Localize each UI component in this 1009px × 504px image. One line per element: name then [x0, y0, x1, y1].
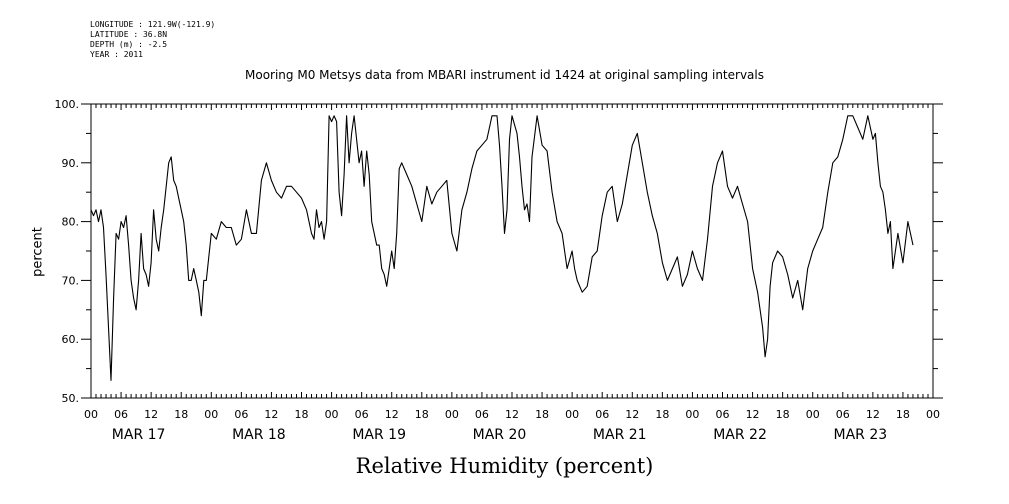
humidity-series-line — [90, 115, 914, 381]
year-text: YEAR : 2011 — [90, 50, 143, 59]
y-tick-label: 100. — [55, 98, 80, 111]
y-axis-label: percent — [30, 227, 46, 277]
x-hour-tick-label: 00 — [806, 408, 820, 421]
x-hour-tick-label: 12 — [505, 408, 519, 421]
x-hour-tick-label: 00 — [685, 408, 699, 421]
x-hour-tick-label: 00 — [84, 408, 98, 421]
x-hour-tick-label: 06 — [234, 408, 248, 421]
y-tick-label: 70. — [62, 274, 80, 287]
x-axis-label: Relative Humidity (percent) — [355, 454, 654, 478]
x-hour-tick-label: 00 — [926, 408, 940, 421]
x-hour-tick-label: 00 — [445, 408, 459, 421]
depth-text: DEPTH (m) : -2.5 — [90, 40, 168, 49]
x-hour-tick-label: 12 — [385, 408, 399, 421]
y-tick-label: 60. — [62, 333, 80, 346]
x-day-label: MAR 22 — [713, 427, 767, 443]
latitude-text: LATITUDE : 36.8N — [90, 30, 168, 39]
y-tick-label: 50. — [62, 392, 80, 405]
x-hour-tick-label: 06 — [114, 408, 128, 421]
x-day-label: MAR 21 — [593, 427, 647, 443]
x-hour-tick-label: 12 — [625, 408, 639, 421]
metadata-header: LONGITUDE : 121.9W(-121.9) LATITUDE : 36… — [90, 20, 215, 60]
chart-title: Mooring M0 Metsys data from MBARI instru… — [245, 68, 764, 82]
x-hour-tick-label: 18 — [174, 408, 188, 421]
x-hour-tick-label: 06 — [355, 408, 369, 421]
y-tick-label: 80. — [62, 216, 80, 229]
x-hour-tick-label: 06 — [475, 408, 489, 421]
x-day-label: MAR 19 — [352, 427, 406, 443]
x-hour-tick-label: 18 — [415, 408, 429, 421]
x-hour-tick-label: 18 — [896, 408, 910, 421]
x-day-label: MAR 20 — [473, 427, 527, 443]
x-hour-tick-label: 18 — [295, 408, 309, 421]
x-day-label: MAR 23 — [833, 427, 887, 443]
x-hour-tick-label: 00 — [325, 408, 339, 421]
x-hour-tick-label: 06 — [836, 408, 850, 421]
x-hour-tick-label: 18 — [535, 408, 549, 421]
x-hour-tick-label: 12 — [144, 408, 158, 421]
x-hour-tick-label: 00 — [204, 408, 218, 421]
x-hour-tick-label: 12 — [264, 408, 278, 421]
x-hour-tick-label: 18 — [776, 408, 790, 421]
x-day-label: MAR 17 — [112, 427, 166, 443]
x-hour-tick-label: 12 — [746, 408, 760, 421]
x-hour-tick-label: 06 — [716, 408, 730, 421]
x-hour-tick-label: 00 — [565, 408, 579, 421]
x-hour-tick-label: 18 — [655, 408, 669, 421]
longitude-text: LONGITUDE : 121.9W(-121.9) — [90, 20, 216, 29]
x-hour-tick-label: 12 — [866, 408, 880, 421]
plot-frame — [90, 103, 934, 399]
x-day-label: MAR 18 — [232, 427, 286, 443]
y-tick-label: 90. — [62, 157, 80, 170]
x-hour-tick-label: 06 — [595, 408, 609, 421]
